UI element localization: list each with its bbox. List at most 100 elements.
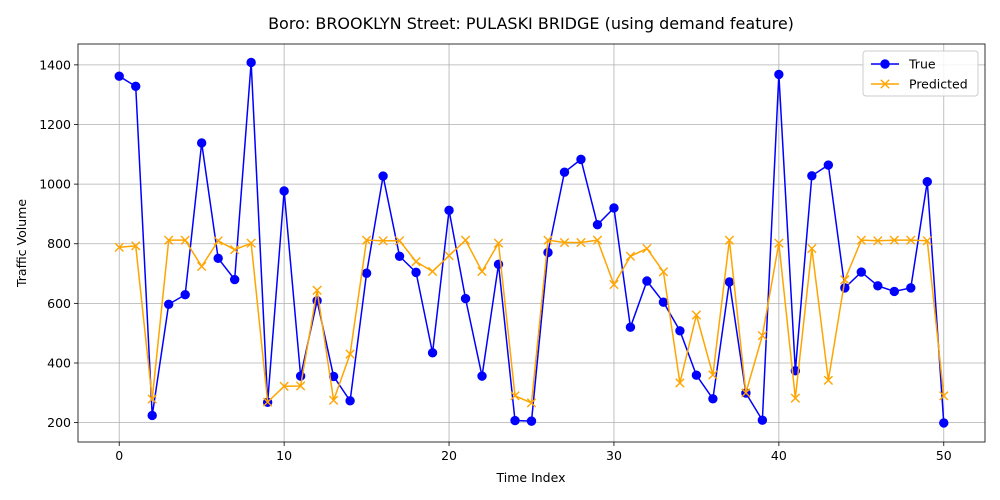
data-point (345, 349, 355, 359)
data-point (675, 378, 685, 388)
data-point (922, 236, 932, 246)
data-point (526, 416, 537, 426)
legend-marker (880, 59, 890, 69)
data-point (328, 395, 339, 405)
data-point (444, 205, 454, 216)
legend-label: Predicted (909, 77, 968, 92)
data-point (708, 394, 718, 404)
data-point (559, 167, 570, 177)
legend-marker (880, 79, 890, 89)
data-point (939, 391, 949, 401)
series-layer (114, 57, 949, 428)
y-tick-label: 1400 (39, 57, 71, 72)
data-point (609, 203, 619, 213)
data-point (262, 397, 273, 407)
x-axis-label: Time Index (496, 470, 566, 485)
data-point (807, 243, 817, 254)
x-tick-label: 0 (115, 448, 123, 463)
data-point (873, 236, 883, 246)
data-point (625, 251, 636, 261)
data-point (658, 267, 669, 277)
x-tick-label: 30 (606, 448, 622, 463)
data-point (361, 268, 372, 278)
data-point (312, 285, 322, 295)
data-point (213, 236, 223, 246)
data-point (147, 410, 157, 421)
data-point (889, 286, 899, 297)
data-point (691, 370, 702, 380)
data-point (757, 415, 768, 425)
data-point (229, 274, 240, 285)
data-point (131, 81, 141, 92)
data-point (840, 275, 850, 285)
data-point (164, 235, 174, 245)
data-point (477, 266, 487, 277)
data-point (378, 171, 388, 181)
data-point (394, 251, 405, 261)
data-point (642, 243, 652, 254)
data-point (114, 71, 124, 81)
y-tick-label: 800 (47, 236, 71, 251)
axis-ticks: 0 10 20 30 40 50 200 400 600 800 1000 1200 1400 (39, 57, 952, 463)
data-point (394, 236, 405, 246)
series-predicted (114, 235, 949, 408)
data-point (361, 235, 372, 245)
y-tick-label: 1000 (39, 177, 71, 192)
data-point (823, 160, 834, 170)
grid (78, 44, 985, 442)
data-point (526, 398, 537, 408)
data-point (906, 283, 916, 293)
data-point (295, 381, 306, 391)
data-point (625, 322, 636, 332)
data-point (906, 235, 916, 245)
data-point (345, 396, 355, 406)
data-point (543, 247, 553, 258)
y-tick-label: 600 (47, 296, 71, 311)
data-point (856, 267, 867, 277)
data-point (642, 276, 652, 286)
series-true (114, 57, 949, 428)
data-point (774, 238, 784, 248)
data-point (576, 154, 586, 165)
data-point (180, 235, 190, 245)
data-point (114, 242, 124, 253)
data-point (873, 281, 883, 291)
data-point (378, 236, 388, 246)
data-point (411, 267, 421, 278)
data-point (411, 256, 421, 267)
data-point (807, 171, 817, 181)
data-point (131, 241, 141, 251)
data-point (510, 391, 520, 401)
data-point (609, 279, 619, 290)
data-point (460, 293, 471, 304)
y-tick-label: 1200 (39, 117, 71, 132)
chart-title: Boro: BROOKLYN Street: PULASKI BRIDGE (u… (268, 14, 794, 33)
data-point (213, 253, 223, 264)
data-point (724, 277, 735, 287)
data-point (675, 326, 685, 336)
data-point (939, 418, 949, 428)
data-point (477, 371, 487, 381)
y-tick-label: 400 (47, 355, 71, 370)
legend: True Predicted (862, 50, 979, 97)
series-line (118, 61, 945, 423)
data-point (774, 69, 784, 80)
x-tick-label: 20 (441, 448, 457, 463)
data-point (460, 235, 471, 245)
data-point (691, 310, 702, 320)
data-point (592, 235, 603, 245)
data-point (279, 381, 289, 391)
data-point (856, 235, 867, 245)
data-point (559, 237, 570, 248)
data-point (279, 186, 289, 196)
data-point (543, 235, 553, 245)
y-axis-label: Traffic Volume (14, 199, 29, 288)
legend-item-predicted: Predicted (871, 77, 968, 92)
data-point (180, 290, 190, 300)
data-point (790, 393, 801, 403)
data-point (922, 177, 932, 187)
data-point (889, 235, 899, 245)
data-point (246, 57, 256, 68)
data-point (427, 348, 438, 358)
